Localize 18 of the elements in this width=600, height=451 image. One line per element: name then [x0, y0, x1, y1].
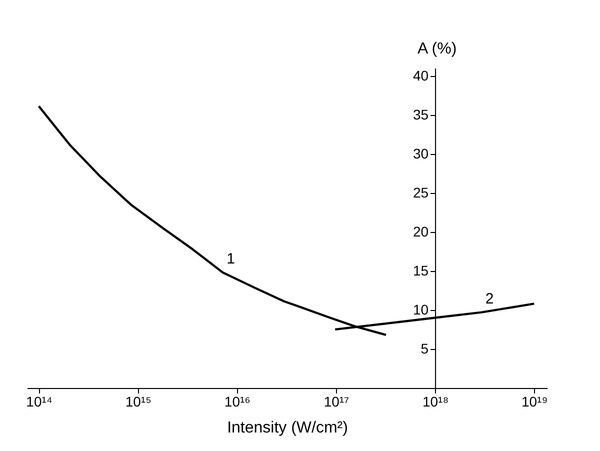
y-tick-label: 40 [412, 67, 429, 84]
x-tick-label: 10¹⁹ [521, 394, 548, 410]
x-axis-title: Intensity (W/cm²) [227, 420, 348, 436]
y-tick-label: 10 [412, 301, 429, 318]
y-tick-label: 30 [412, 145, 429, 162]
x-tick-label: 10¹⁵ [125, 394, 152, 410]
x-tick-label: 10¹⁷ [324, 394, 350, 410]
y-tick-label: 20 [412, 223, 429, 240]
series-label: 2 [485, 290, 494, 308]
y-axis-title: A (%) [418, 40, 457, 58]
x-tick-label: 10¹⁶ [224, 394, 250, 410]
y-tick-label: 15 [412, 262, 429, 278]
x-tick-label: 10¹⁴ [26, 394, 52, 410]
y-tick-label: 5 [420, 340, 429, 356]
y-tick-label: 25 [412, 184, 429, 200]
x-tick-label: 10¹⁸ [422, 394, 449, 410]
series-label: 1 [226, 250, 235, 268]
y-tick-label: 35 [412, 106, 429, 122]
